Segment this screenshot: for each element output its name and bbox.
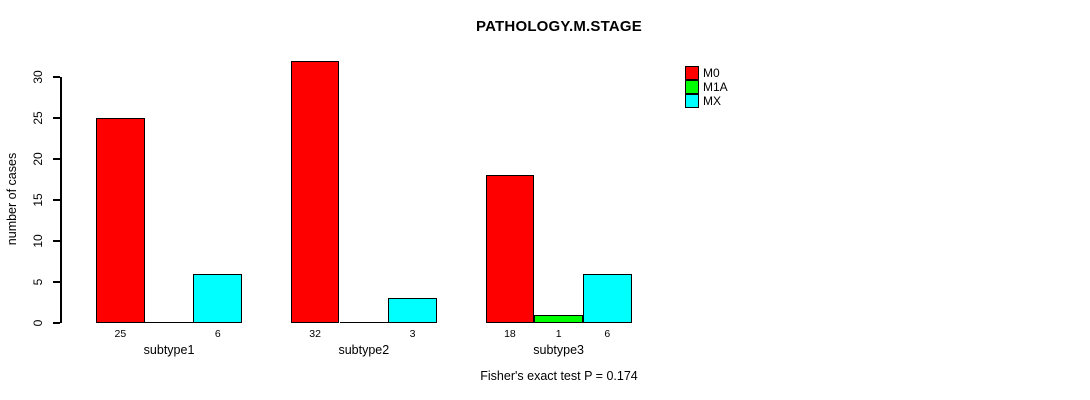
legend-item-mx: MX bbox=[685, 94, 755, 108]
bar-value-label: 6 bbox=[214, 328, 221, 340]
bar-value-label: 6 bbox=[604, 328, 611, 340]
bar-mx-subtype1 bbox=[193, 273, 243, 323]
legend-item-m0: M0 bbox=[685, 66, 755, 80]
bar-mx-subtype3 bbox=[583, 273, 632, 323]
y-axis-tick-label: 15 bbox=[31, 193, 45, 207]
legend-swatch-m0 bbox=[685, 66, 699, 80]
y-axis-tick bbox=[53, 322, 60, 324]
bar-m0-subtype2 bbox=[290, 60, 340, 323]
y-axis-tick-label: 20 bbox=[31, 152, 45, 166]
annotation-text: Fisher's exact test P = 0.174 bbox=[480, 369, 638, 383]
category-label-subtype3: subtype3 bbox=[533, 343, 585, 357]
bar-value-label: 25 bbox=[114, 328, 127, 340]
bar-m1a-subtype2-zero bbox=[339, 321, 389, 323]
bar-m1a-subtype1-zero bbox=[144, 321, 194, 323]
y-axis-tick-label: 30 bbox=[31, 70, 45, 84]
bar-value-label: 18 bbox=[504, 328, 516, 340]
y-axis-tick bbox=[53, 281, 60, 283]
legend-item-m1a: M1A bbox=[685, 80, 755, 94]
y-axis-tick-label: 25 bbox=[31, 111, 45, 125]
y-axis-tick bbox=[53, 117, 60, 119]
bar-m0-subtype3 bbox=[485, 175, 535, 323]
bar-m0-subtype1 bbox=[96, 118, 145, 323]
category-label-subtype1: subtype1 bbox=[143, 343, 195, 357]
bar-m1a-subtype3 bbox=[534, 314, 583, 323]
y-axis-label: number of cases bbox=[5, 152, 19, 246]
chart-title: PATHOLOGY.M.STAGE bbox=[476, 18, 642, 35]
y-axis-tick bbox=[53, 199, 60, 201]
legend-label-m1a: M1A bbox=[703, 80, 728, 94]
bar-mx-subtype2 bbox=[388, 298, 437, 323]
legend-swatch-mx bbox=[685, 94, 699, 108]
bar-value-label: 32 bbox=[309, 328, 321, 340]
y-axis-tick-label: 0 bbox=[31, 319, 45, 327]
bar-value-label: 1 bbox=[555, 328, 562, 340]
legend-label-m0: M0 bbox=[703, 66, 720, 80]
bar-value-label: 3 bbox=[409, 328, 416, 340]
legend-swatch-m1a bbox=[685, 80, 699, 94]
y-axis-tick-label: 5 bbox=[31, 278, 45, 286]
category-label-subtype2: subtype2 bbox=[338, 343, 390, 357]
y-axis-tick bbox=[53, 76, 60, 78]
y-axis-tick-label: 10 bbox=[31, 234, 45, 248]
legend-label-mx: MX bbox=[703, 94, 721, 108]
y-axis-line bbox=[60, 77, 62, 323]
y-axis-tick bbox=[53, 158, 60, 160]
y-axis-tick bbox=[53, 240, 60, 242]
